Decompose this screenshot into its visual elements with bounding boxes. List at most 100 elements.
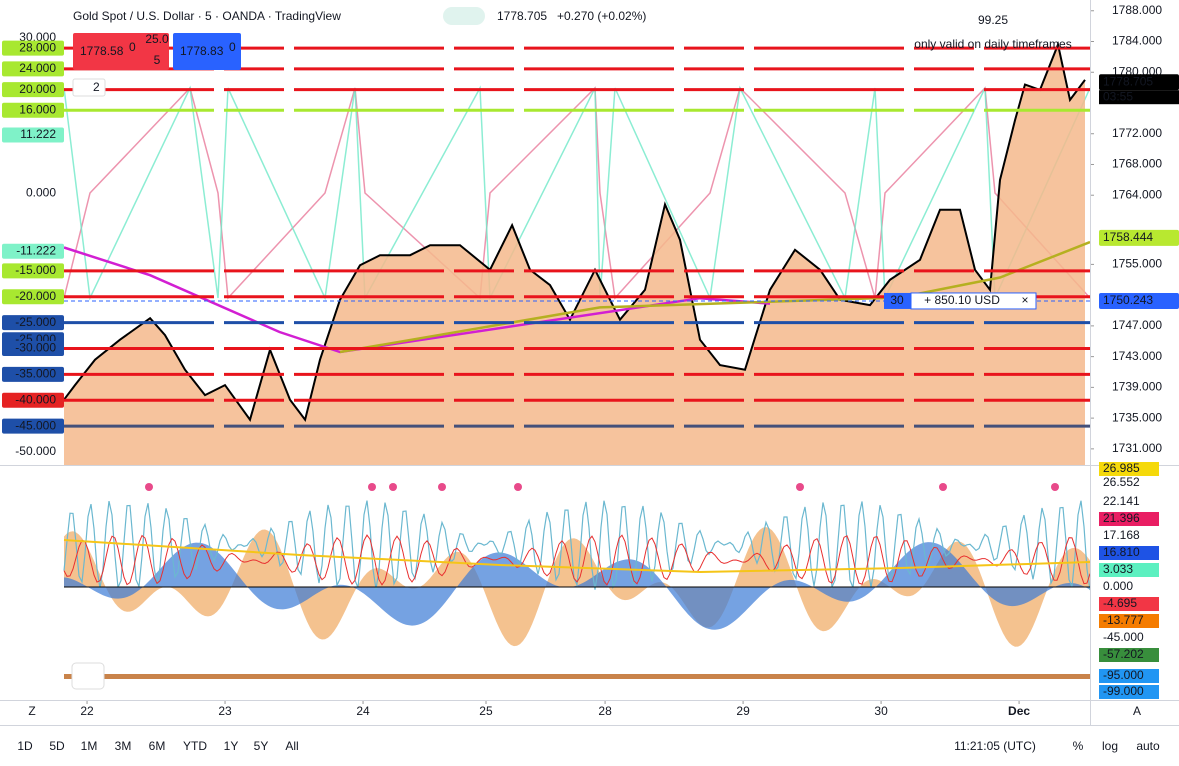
buy-button[interactable] [173,33,241,70]
level-badge [2,289,64,305]
level-badge [2,102,64,118]
osc-label: 0.000 [1103,579,1133,593]
indicator-pill [443,7,485,25]
price-marker-label: 1778.705 [1103,74,1153,88]
price-area [64,44,1085,465]
scale-button-a[interactable]: A [1133,704,1141,718]
position-qty: 30 [890,293,904,307]
y-tick-label: 1739.000 [1112,380,1162,394]
collapse-count: 2 [93,80,100,94]
left-tick-label: 11.222 [20,127,56,141]
y-tick-label: 1768.000 [1112,157,1162,171]
left-tick-label: -40.000 [15,392,56,406]
auto-button[interactable]: auto [1136,739,1160,753]
x-tick-label: 23 [218,704,232,718]
signal-strip [64,674,1090,679]
x-tick-label: 22 [80,704,94,718]
signal-dot [1051,483,1059,491]
range-button[interactable]: 6M [149,739,166,753]
position-qty-box[interactable] [884,292,911,309]
quantity: 5 [154,53,161,67]
left-tick-label: 24.000 [19,61,56,75]
range-button[interactable]: 1M [81,739,98,753]
collapse-box[interactable] [72,78,106,97]
oscillator-decor [63,534,1091,586]
left-tick-label: 28.000 [19,40,56,54]
range-button[interactable]: 1D [17,739,33,753]
left-tick-label: 16.000 [19,102,56,116]
buy-pip: 0 [229,40,236,54]
osc-label: 26.985 [1103,461,1140,475]
sell-pip: 0 [129,40,136,54]
x-tick-label: 28 [598,704,612,718]
left-tick-label: 0.000 [26,185,56,199]
level-badge [2,40,64,56]
buy-price: 1778.83 [180,44,224,58]
osc-badge [1099,512,1159,526]
price-marker [1099,74,1179,91]
left-tick-label: -25.000 [15,315,56,329]
osc-label: 16.810 [1103,545,1140,559]
osc-label: 26.552 [1103,475,1140,489]
osc-badge [1099,648,1159,662]
x-tick-label: 29 [736,704,750,718]
left-tick-label: -11.222 [16,243,56,257]
header-change: +0.270 (+0.02%) [557,9,646,23]
signal-dot [145,483,153,491]
osc-label: 21.396 [1103,511,1140,525]
price-marker-label: 1758.444 [1103,230,1153,244]
oscillator-decor [63,539,1091,574]
level-badge [2,418,64,434]
osc-badge [1099,597,1159,611]
osc-label: -4.695 [1103,596,1137,610]
y-tick-label: 1772.000 [1112,126,1162,140]
sell-price: 1778.58 [80,44,124,58]
countdown-box [1099,90,1179,105]
percent-button[interactable]: % [1073,739,1084,753]
osc-label: 22.141 [1103,494,1140,508]
log-button[interactable]: log [1102,739,1118,753]
level-badge [2,392,64,408]
range-button[interactable]: 5D [49,739,65,753]
osc-label: -99.000 [1103,684,1144,698]
osc-badge [1099,614,1159,628]
signal-dot [389,483,397,491]
level-badge [2,366,64,382]
osc-label: 17.168 [1103,528,1140,542]
osc-label: -95.000 [1103,668,1144,682]
clock: 11:21:05 (UTC) [954,739,1036,753]
range-button[interactable]: All [285,739,298,753]
chart-title: Gold Spot / U.S. Dollar · 5 · OANDA · Tr… [73,9,341,23]
x-tick-label: 25 [479,704,493,718]
level-badge [2,127,64,143]
x-tick-label: 24 [356,704,370,718]
y-tick-label: 1731.000 [1112,441,1162,455]
osc-badge [1099,685,1159,699]
level-badge [2,340,64,356]
osc-label: -13.777 [1103,613,1144,627]
signal-dot [939,483,947,491]
left-tick-label: 30.000 [19,30,56,44]
header-price: 1778.705 [497,9,547,23]
left-tick-label: 20.000 [19,82,56,96]
osc-badge [1099,546,1159,560]
zigzag-decor [63,85,1091,301]
range-button[interactable]: YTD [183,739,207,753]
level-badge [2,243,64,259]
range-button[interactable]: 5Y [254,739,269,753]
oscillator-decor [63,500,1091,591]
note-text: only valid on daily timeframes [914,37,1071,51]
range-button[interactable]: 1Y [224,739,239,753]
position-close[interactable]: × [1021,293,1028,307]
left-tick-label: -35.000 [15,367,56,381]
price-marker [1099,292,1179,309]
left-tick-label: -20.000 [15,289,56,303]
range-button[interactable]: 3M [115,739,132,753]
signal-dot [368,483,376,491]
scale-button-z[interactable]: Z [28,704,35,718]
sell-button[interactable] [73,33,169,70]
note-value: 99.25 [978,13,1008,27]
price-marker-label: 1750.243 [1103,293,1153,307]
